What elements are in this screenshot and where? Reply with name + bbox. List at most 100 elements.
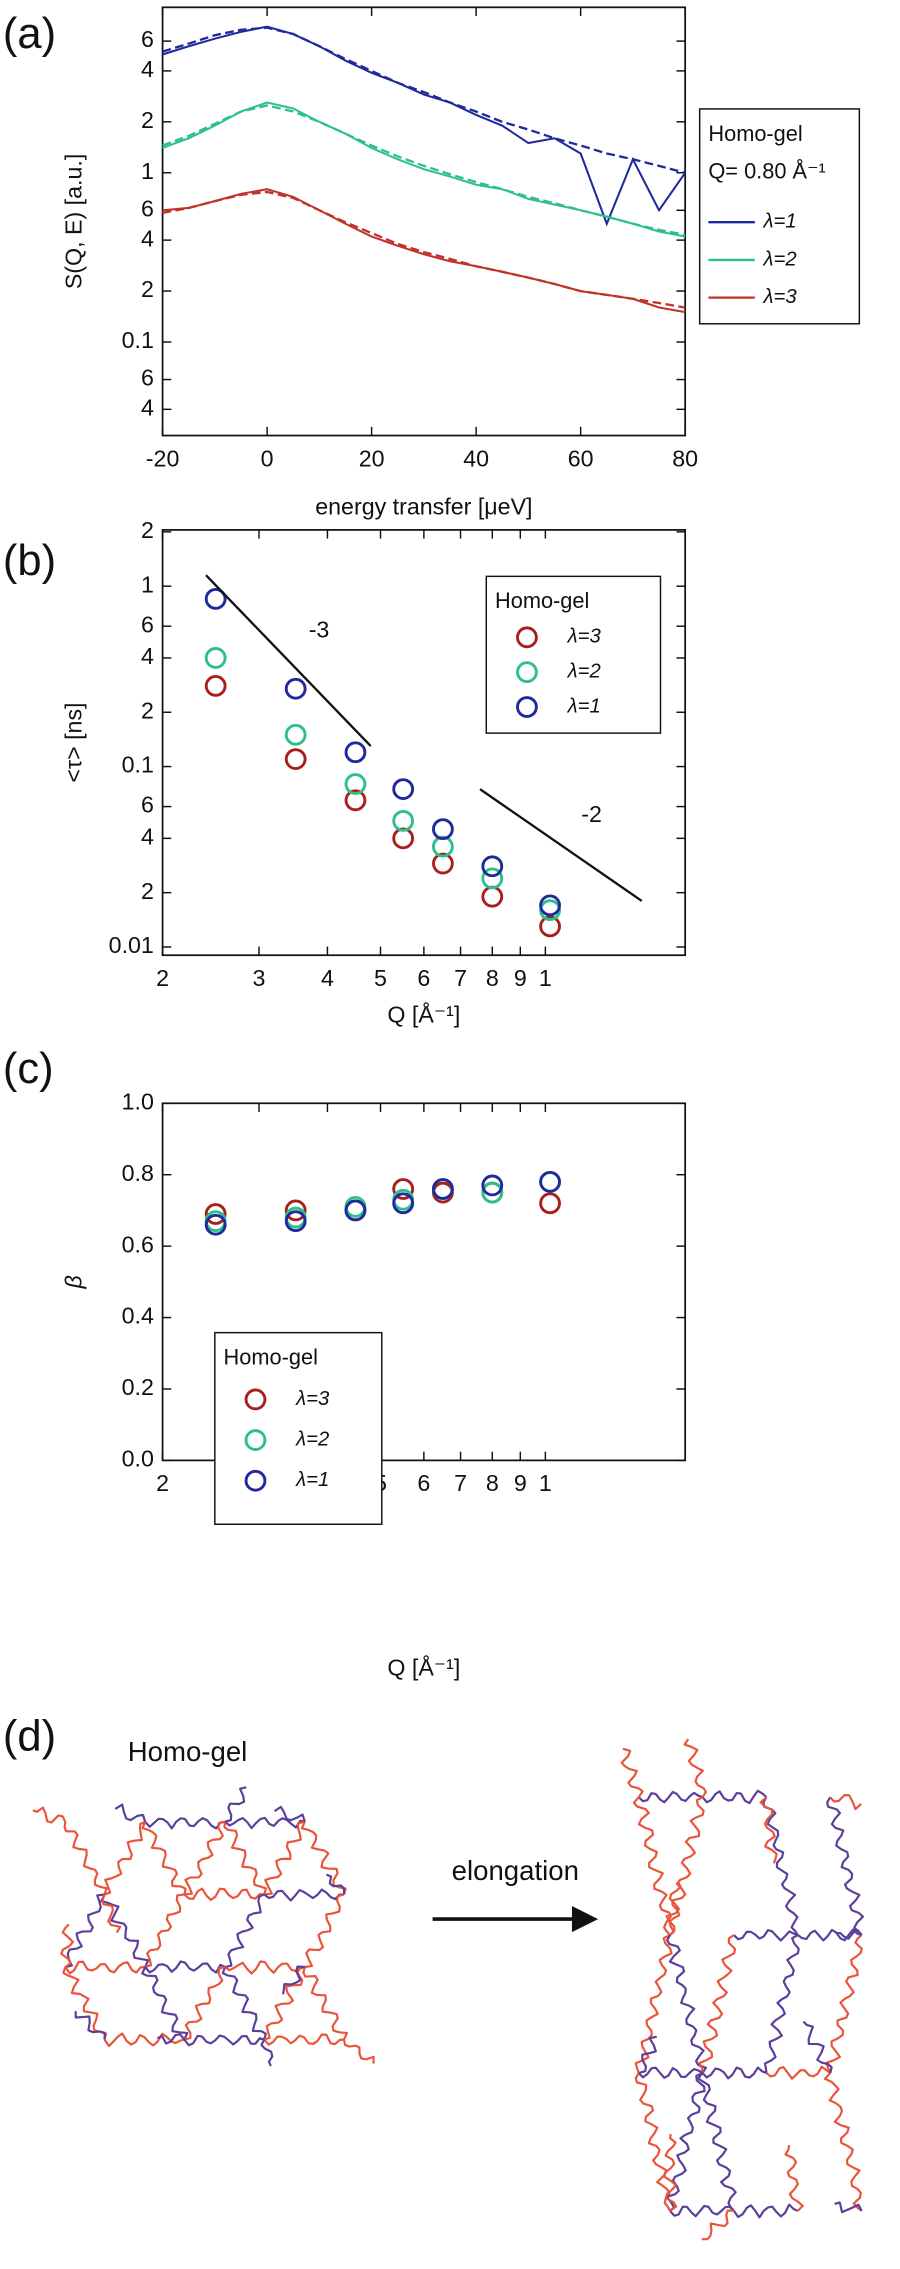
- legend-box: [214, 1331, 383, 1525]
- chain: [637, 2066, 704, 2079]
- chain: [60, 1923, 75, 1968]
- y-axis-label: S(Q, E) [a.u.]: [61, 154, 87, 289]
- chain: [342, 2039, 375, 2064]
- chain: [144, 1893, 185, 1969]
- slope-line: [479, 788, 643, 902]
- y-tick-label: 4: [141, 225, 154, 251]
- data-point: [204, 587, 227, 610]
- x-tick-label: -20: [146, 445, 180, 471]
- x-tick-label: 7: [454, 965, 467, 991]
- chain: [666, 1934, 708, 2074]
- y-tick-label: 0.01: [109, 932, 154, 958]
- chain: [637, 1790, 703, 1804]
- y-tick-label: 0.4: [122, 1303, 154, 1329]
- legend-label: λ=2: [763, 248, 797, 270]
- panel-label: (b): [3, 537, 56, 585]
- chain: [300, 1821, 347, 1895]
- chain: [759, 1796, 778, 1864]
- chain: [763, 1934, 800, 2074]
- legend-swatch: [244, 1388, 267, 1411]
- chain: [669, 2204, 735, 2218]
- chain: [62, 1966, 108, 2040]
- chain: [63, 1821, 108, 1895]
- chain: [765, 2065, 831, 2080]
- chain: [224, 1893, 265, 1969]
- chain: [835, 1929, 863, 1940]
- chain: [620, 1747, 644, 1798]
- chain: [156, 2033, 186, 2045]
- data-point: [284, 1210, 307, 1233]
- x-tick-label: 1: [539, 1470, 552, 1496]
- chain: [224, 1960, 305, 1975]
- legend-title: Homo-gel: [708, 121, 802, 146]
- data-point: [432, 818, 454, 841]
- chain: [64, 1960, 146, 1975]
- chain: [141, 1821, 187, 1895]
- x-axis-label: Q [Å⁻¹]: [387, 1654, 460, 1681]
- y-tick-label: 6: [141, 611, 154, 637]
- chain: [144, 1960, 226, 1974]
- chain: [114, 1803, 147, 1823]
- chain: [698, 1934, 737, 2074]
- chain: [802, 2020, 833, 2074]
- chain: [326, 1873, 346, 1895]
- legend-label: λ=3: [567, 626, 602, 648]
- x-tick-label: 9: [514, 1470, 527, 1496]
- legend-box: [485, 575, 662, 734]
- data-point: [204, 1213, 227, 1236]
- chain: [638, 2035, 657, 2075]
- legend-swatch: [516, 696, 538, 718]
- y-tick-label: 4: [141, 823, 154, 849]
- slope-line: [205, 574, 372, 747]
- chain: [32, 1806, 67, 1824]
- slope-label: -2: [581, 801, 602, 827]
- y-tick-label: 1: [141, 571, 154, 597]
- data-point: [204, 647, 227, 669]
- legend-label: λ=1: [763, 211, 797, 233]
- data-point: [481, 1181, 504, 1204]
- diagram-title: Homo-gel: [128, 1736, 248, 1767]
- fit-line: [162, 190, 686, 309]
- y-tick-label: 0.2: [122, 1374, 154, 1400]
- x-tick-label: 8: [486, 965, 499, 991]
- data-point: [539, 1192, 561, 1215]
- chain: [634, 2072, 672, 2212]
- y-tick-label: 0.6: [122, 1231, 154, 1257]
- legend-title: Homo-gel: [224, 1345, 318, 1370]
- x-axis-label: Q [Å⁻¹]: [387, 1000, 460, 1027]
- chain: [100, 1893, 150, 1968]
- legend-swatch: [516, 626, 538, 649]
- chain: [632, 1796, 672, 1936]
- data-point: [284, 1199, 307, 1222]
- data-point: [392, 1192, 415, 1215]
- chain: [141, 1966, 189, 2041]
- chain: [683, 1738, 708, 1798]
- x-tick-label: 60: [568, 445, 594, 471]
- data-point: [344, 789, 367, 812]
- chain: [184, 1820, 226, 1896]
- y-tick-label: 6: [141, 792, 154, 818]
- y-tick-label: 0.1: [122, 752, 154, 778]
- y-axis-label: <τ> [ns]: [61, 702, 87, 782]
- plot-frame: [161, 6, 687, 437]
- chain: [263, 2033, 345, 2046]
- panel-label: (c): [3, 1045, 54, 1093]
- data-point: [344, 773, 367, 795]
- chain: [263, 1965, 306, 2041]
- arrow-label: elongation: [452, 1855, 579, 1886]
- data-line: [162, 101, 686, 238]
- chain: [634, 1934, 673, 2074]
- chain: [264, 1820, 306, 1896]
- x-tick-label: 2: [156, 965, 169, 991]
- chain: [829, 1793, 862, 1811]
- chain: [701, 2066, 767, 2080]
- x-tick-label: 2: [156, 1470, 169, 1496]
- x-tick-label: 4: [321, 965, 334, 991]
- y-tick-label: 6: [141, 195, 154, 221]
- y-tick-label: 0.8: [122, 1160, 154, 1186]
- y-tick-label: 2: [141, 878, 154, 904]
- data-point: [481, 885, 504, 908]
- chain: [273, 1805, 306, 1823]
- y-tick-label: 4: [141, 643, 154, 669]
- legend-label: λ=1: [295, 1469, 329, 1491]
